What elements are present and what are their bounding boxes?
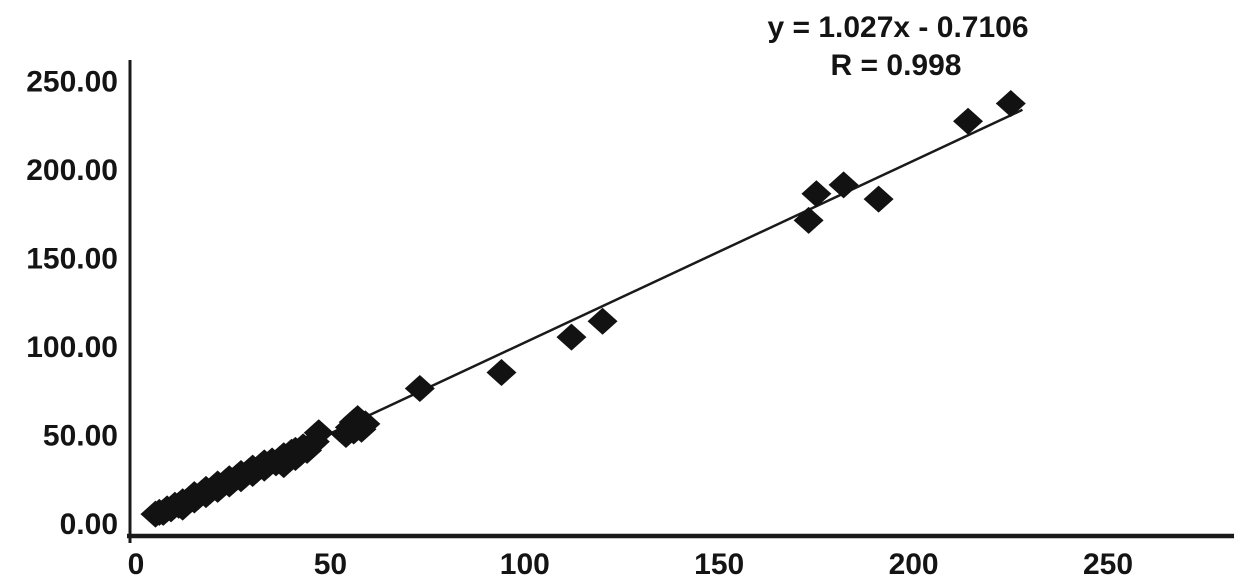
tick-labels: 0.00 50.00 100.00 150.00 200.00 250.00 0 50 100 1… xyxy=(26,66,1133,582)
data-points xyxy=(140,90,1026,528)
data-point-marker xyxy=(404,374,435,402)
y-tick-label: 0.00 xyxy=(60,508,118,541)
y-tick-label: 250.00 xyxy=(26,66,118,99)
data-point-marker xyxy=(863,185,894,213)
axes xyxy=(127,60,1234,543)
data-point-marker xyxy=(953,107,984,135)
trendline-equation-label: y = 1.027x - 0.7106 xyxy=(767,11,1028,44)
data-point-marker xyxy=(793,206,824,234)
x-tick-label: 150 xyxy=(694,548,744,581)
y-tick-label: 100.00 xyxy=(26,331,118,364)
data-point-marker xyxy=(995,90,1026,118)
data-point-marker xyxy=(801,180,832,208)
data-point-marker xyxy=(303,419,334,447)
x-tick-label: 200 xyxy=(889,548,939,581)
correlation-label: R = 0.998 xyxy=(831,49,962,82)
y-tick-label: 50.00 xyxy=(43,420,118,453)
y-tick-label: 150.00 xyxy=(26,243,118,276)
data-point-marker xyxy=(350,410,381,438)
data-point-marker xyxy=(556,323,587,351)
x-tick-label: 100 xyxy=(500,548,550,581)
x-tick-label: 250 xyxy=(1083,548,1133,581)
data-point-marker xyxy=(486,359,517,387)
y-tick-label: 200.00 xyxy=(26,154,118,187)
data-point-marker xyxy=(828,171,859,199)
x-tick-label: 50 xyxy=(314,548,347,581)
data-point-marker xyxy=(587,307,618,335)
x-tick-label: 0 xyxy=(128,548,145,581)
